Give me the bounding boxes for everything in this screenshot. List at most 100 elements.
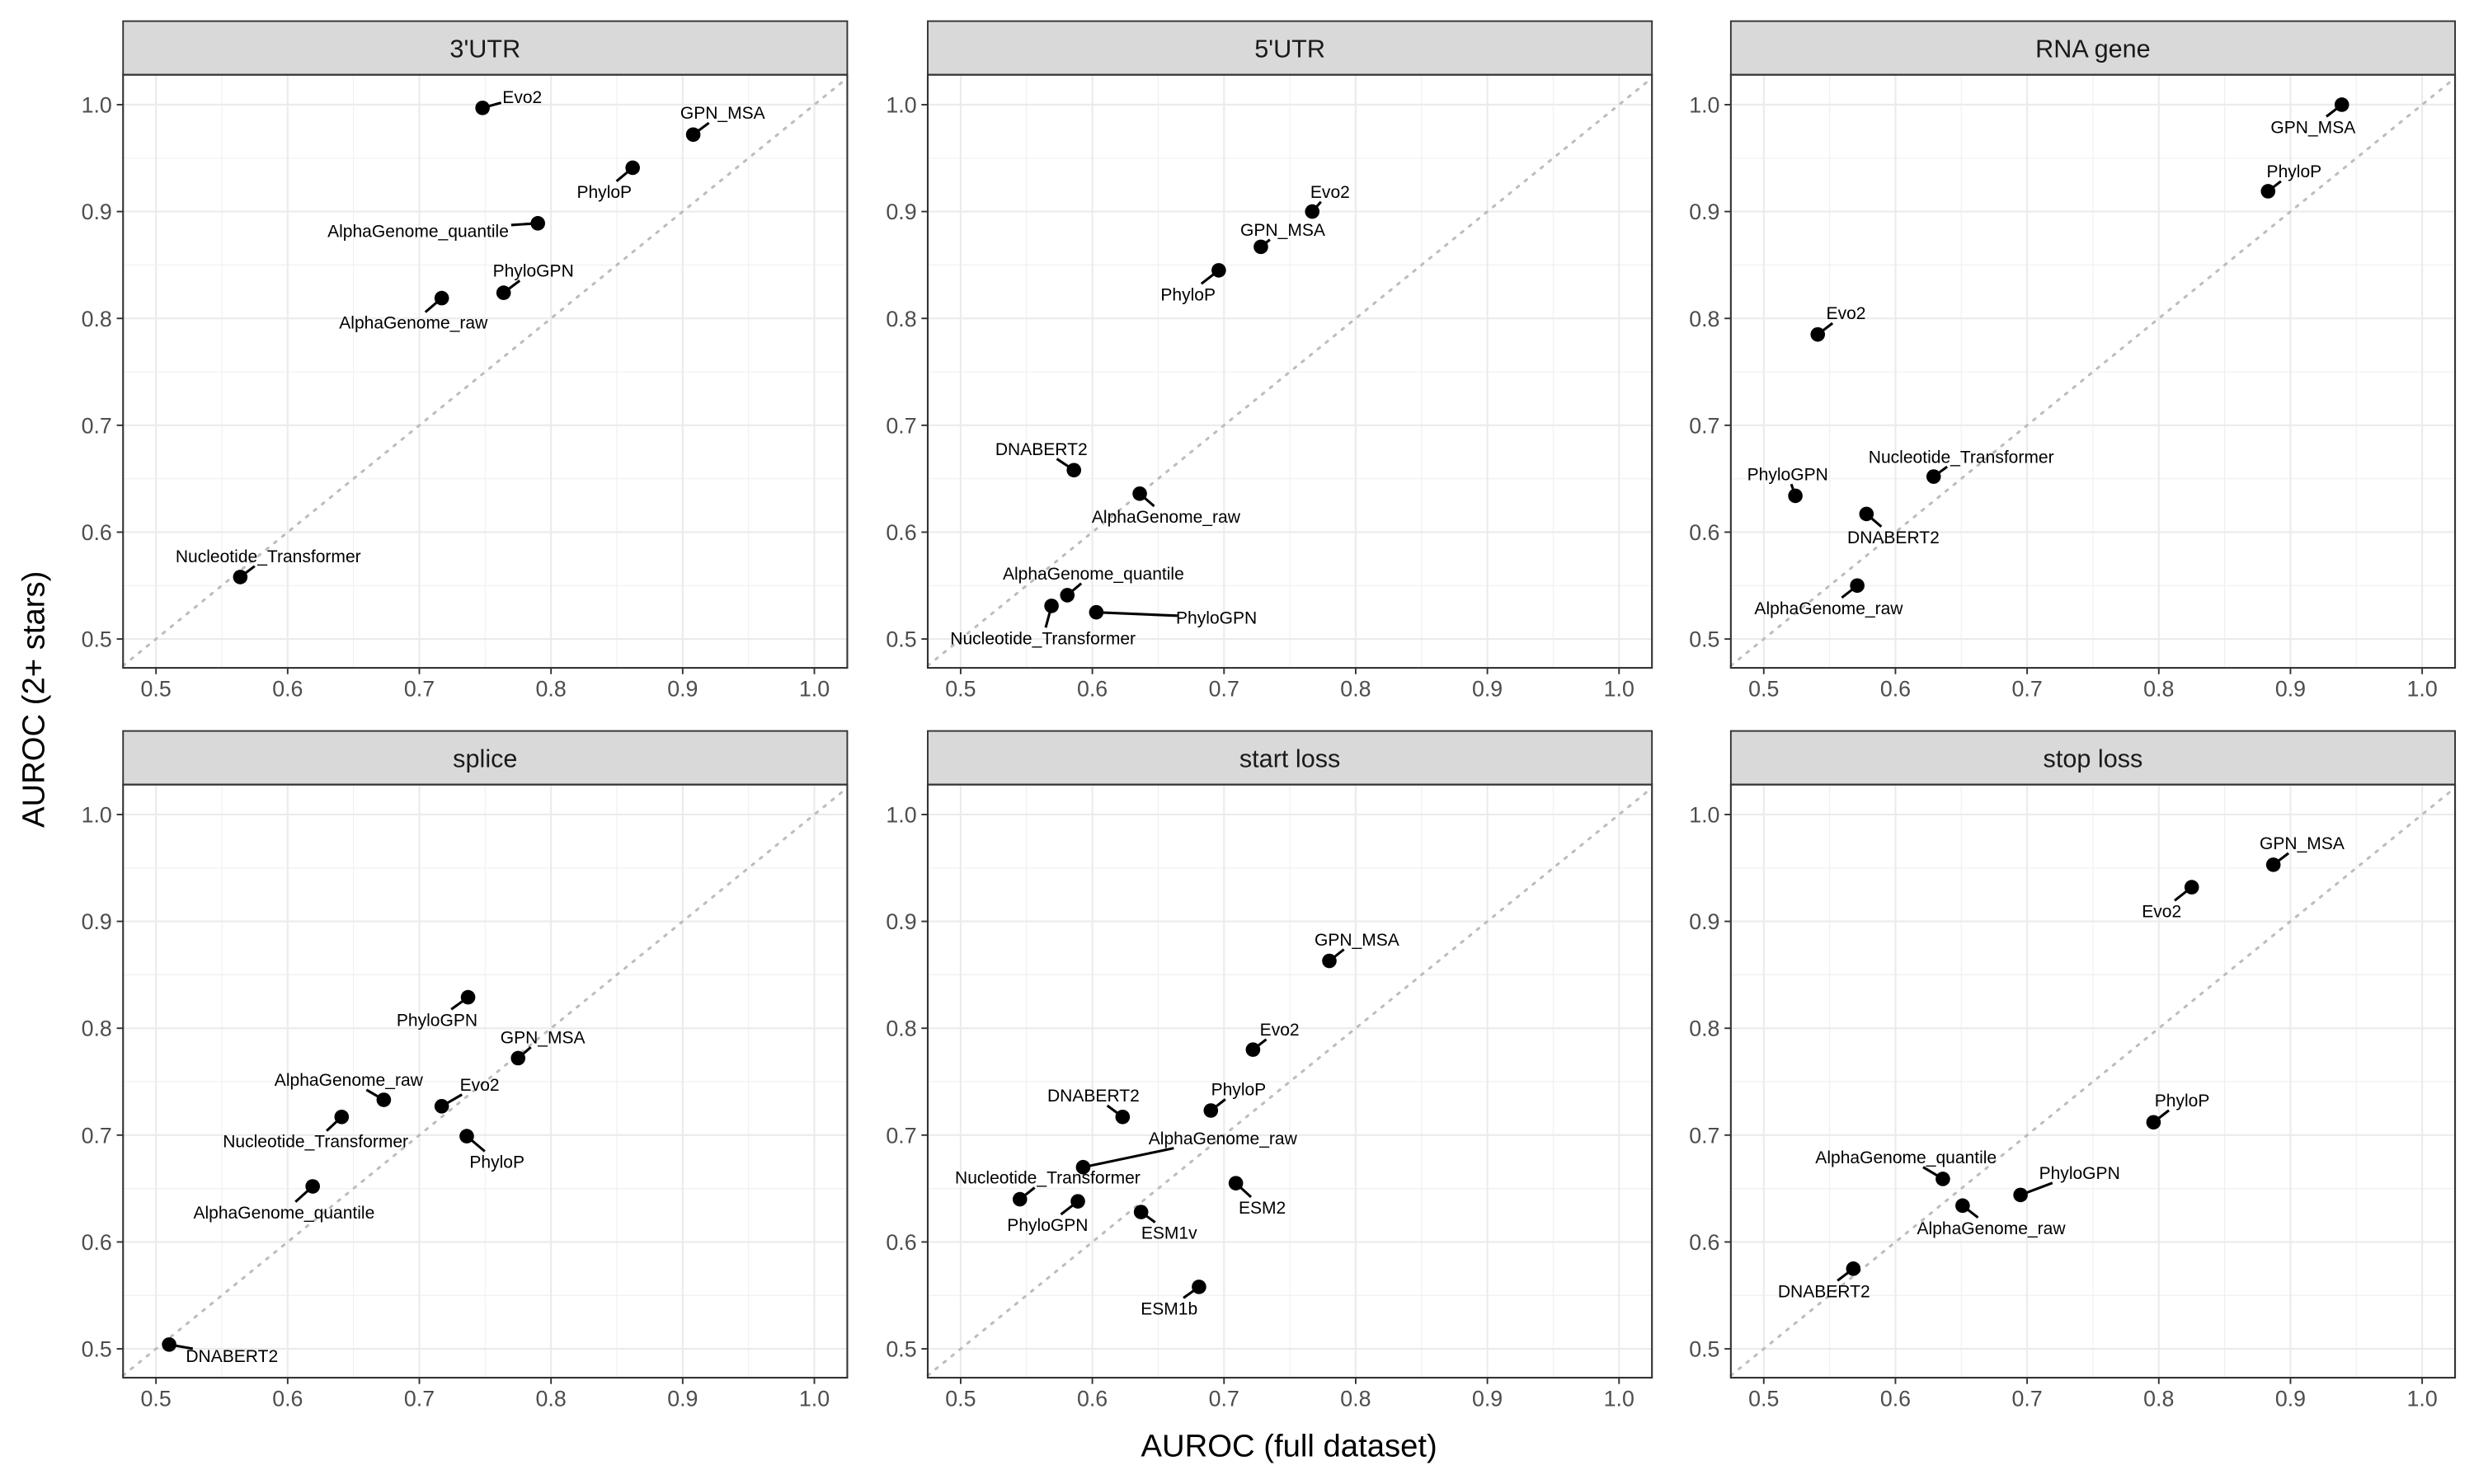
y-tick-label: 0.9	[82, 909, 112, 934]
x-tick-label: 1.0	[1604, 1386, 1634, 1411]
data-point	[305, 1179, 320, 1194]
point-label: PhyloGPN	[397, 1011, 477, 1030]
x-tick-label: 0.8	[536, 1386, 567, 1411]
y-tick-label: 0.7	[886, 1123, 916, 1148]
panel-border	[1729, 73, 2457, 669]
point-label: GPN_MSA	[2260, 834, 2345, 853]
x-tick-label: 0.5	[1748, 677, 1779, 702]
data-point	[1070, 1194, 1085, 1209]
y-tick-label: 0.7	[1689, 413, 1719, 438]
panel-border	[926, 73, 1653, 669]
point-label: PhyloGPN	[493, 262, 574, 281]
point-label: Nucleotide_Transformer	[176, 547, 361, 566]
y-tick-label: 1.0	[82, 803, 112, 828]
x-tick-label: 0.7	[2012, 1386, 2043, 1411]
data-point	[1850, 578, 1865, 594]
facet-strip	[927, 20, 1653, 76]
data-point	[1060, 588, 1075, 603]
panel-5-utr: 0.5 0.6 0.7 0.8 0.9 1.0 0.5 0.6 0.7 0.8 0.9 1.0 5'UT…	[886, 20, 1653, 702]
identity-line	[926, 787, 1653, 1377]
data-point	[1228, 1176, 1244, 1190]
facet-title: RNA gene	[2035, 35, 2151, 63]
facet-title: start loss	[1239, 745, 1340, 773]
point-label: ESM2	[1239, 1199, 1286, 1218]
y-tick-label: 0.6	[1689, 520, 1719, 545]
x-tick-label: 0.9	[1472, 677, 1503, 702]
data-point	[2334, 97, 2349, 112]
y-tick-label: 0.9	[886, 200, 916, 224]
point-label: ESM1v	[1141, 1224, 1197, 1243]
point-label: PhyloP	[2155, 1092, 2210, 1111]
data-point	[1935, 1172, 1950, 1186]
x-tick-label: 1.0	[1604, 677, 1634, 702]
data-point	[1846, 1261, 1861, 1276]
y-tick-label: 1.0	[1689, 93, 1719, 118]
y-tick-label: 0.7	[82, 1123, 112, 1148]
x-tick-label: 0.9	[2275, 1386, 2306, 1411]
data-point	[1075, 1159, 1091, 1175]
x-tick-label: 0.8	[1340, 677, 1371, 702]
data-point	[1066, 463, 1082, 478]
facet-title: 5'UTR	[1254, 35, 1325, 63]
point-label: Evo2	[502, 88, 542, 107]
x-tick-label: 0.6	[272, 677, 303, 702]
facet-strip	[122, 20, 849, 76]
data-point	[376, 1092, 392, 1107]
x-tick-label: 0.9	[667, 677, 698, 702]
facet-strip	[927, 730, 1653, 786]
panel-rna-gene: 0.5 0.6 0.7 0.8 0.9 1.0 0.5 0.6 0.7 0.8 0.9 1.0 RNA …	[1689, 20, 2457, 702]
point-label: Nucleotide_Transformer	[223, 1133, 408, 1152]
data-point	[460, 989, 476, 1005]
data-point	[2146, 1115, 2161, 1130]
data-point	[334, 1109, 350, 1125]
label-leader-line	[1083, 1147, 1174, 1169]
data-point	[459, 1129, 474, 1144]
point-label: AlphaGenome_quantile	[193, 1204, 374, 1223]
identity-line	[1729, 77, 2457, 668]
y-tick-label: 1.0	[886, 803, 916, 828]
data-point	[1211, 263, 1226, 278]
panel-border	[926, 783, 1653, 1379]
panel-stop-loss: 0.5 0.6 0.7 0.8 0.9 1.0 0.5 0.6 0.7 0.8 0.9 1.0 stop…	[1689, 730, 2457, 1411]
y-tick-label: 0.5	[82, 1337, 112, 1362]
y-tick-label: 0.6	[82, 520, 112, 545]
identity-line	[121, 787, 849, 1377]
point-label: AlphaGenome_quantile	[1815, 1148, 1997, 1167]
point-label: AlphaGenome_raw	[1917, 1219, 2067, 1238]
x-tick-label: 1.0	[799, 677, 830, 702]
point-label: PhyloP	[1211, 1081, 1267, 1100]
y-tick-label: 0.5	[82, 627, 112, 652]
x-tick-label: 0.7	[1209, 677, 1239, 702]
data-point	[2184, 880, 2199, 895]
data-point	[1089, 604, 1104, 620]
x-tick-label: 0.8	[1340, 1386, 1371, 1411]
panel-border	[122, 783, 849, 1379]
data-point	[1926, 469, 1941, 484]
facet-title: stop loss	[2044, 745, 2143, 773]
point-label: DNABERT2	[186, 1347, 278, 1366]
y-tick-label: 0.8	[82, 307, 112, 331]
x-tick-label: 0.5	[945, 677, 976, 702]
data-point	[685, 127, 701, 143]
facet-title: 3'UTR	[449, 35, 520, 63]
y-tick-label: 0.5	[886, 1337, 916, 1362]
point-label: PhyloGPN	[1007, 1216, 1088, 1235]
panel-splice: 0.5 0.6 0.7 0.8 0.9 1.0 0.5 0.6 0.7 0.8 0.9 1.0 spli…	[82, 730, 849, 1411]
data-point	[1044, 599, 1059, 613]
y-tick-label: 0.9	[1689, 200, 1719, 224]
point-label: Evo2	[2142, 902, 2181, 921]
point-label: AlphaGenome_raw	[1092, 508, 1241, 527]
y-tick-label: 0.7	[82, 413, 112, 438]
x-tick-label: 1.0	[2407, 1386, 2438, 1411]
point-label: AlphaGenome_raw	[1754, 599, 1903, 618]
y-tick-label: 0.8	[886, 1017, 916, 1041]
identity-line	[121, 77, 849, 668]
point-label: GPN_MSA	[2270, 118, 2355, 137]
point-label: Evo2	[1310, 183, 1350, 202]
point-label: GPN_MSA	[1315, 931, 1399, 950]
y-tick-label: 0.7	[1689, 1123, 1719, 1148]
data-point	[2265, 857, 2281, 872]
data-point	[233, 570, 248, 585]
data-point	[434, 1099, 449, 1114]
